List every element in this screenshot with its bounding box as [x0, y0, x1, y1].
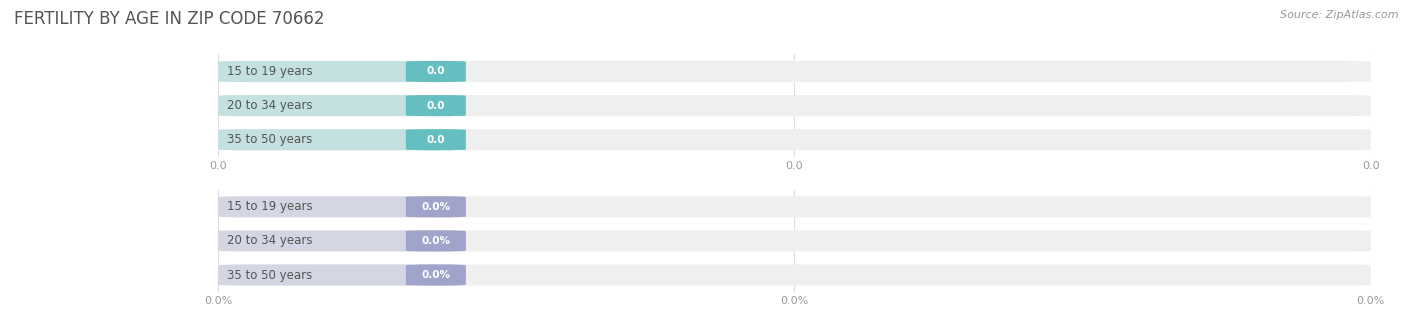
Text: 20 to 34 years: 20 to 34 years	[228, 234, 312, 248]
FancyBboxPatch shape	[218, 196, 1371, 217]
Text: 0.0%: 0.0%	[422, 270, 450, 280]
FancyBboxPatch shape	[406, 95, 465, 116]
Text: 35 to 50 years: 35 to 50 years	[228, 133, 312, 146]
Text: 15 to 19 years: 15 to 19 years	[228, 65, 312, 78]
Text: FERTILITY BY AGE IN ZIP CODE 70662: FERTILITY BY AGE IN ZIP CODE 70662	[14, 10, 325, 28]
FancyBboxPatch shape	[218, 264, 1371, 285]
FancyBboxPatch shape	[218, 230, 465, 251]
FancyBboxPatch shape	[218, 264, 465, 285]
Text: Source: ZipAtlas.com: Source: ZipAtlas.com	[1281, 10, 1399, 20]
FancyBboxPatch shape	[218, 129, 465, 150]
FancyBboxPatch shape	[406, 230, 465, 251]
FancyBboxPatch shape	[218, 129, 1371, 150]
FancyBboxPatch shape	[406, 196, 465, 217]
FancyBboxPatch shape	[406, 61, 465, 82]
Text: 0.0: 0.0	[426, 135, 446, 145]
FancyBboxPatch shape	[218, 196, 465, 217]
FancyBboxPatch shape	[218, 61, 465, 82]
Text: 35 to 50 years: 35 to 50 years	[228, 269, 312, 281]
Text: 0.0%: 0.0%	[422, 236, 450, 246]
FancyBboxPatch shape	[406, 129, 465, 150]
FancyBboxPatch shape	[218, 95, 465, 116]
FancyBboxPatch shape	[218, 230, 1371, 251]
Text: 0.0: 0.0	[426, 67, 446, 77]
FancyBboxPatch shape	[406, 264, 465, 285]
Text: 0.0: 0.0	[426, 101, 446, 111]
Text: 15 to 19 years: 15 to 19 years	[228, 200, 312, 213]
Text: 20 to 34 years: 20 to 34 years	[228, 99, 312, 112]
Text: 0.0%: 0.0%	[422, 202, 450, 212]
FancyBboxPatch shape	[218, 95, 1371, 116]
FancyBboxPatch shape	[218, 61, 1371, 82]
